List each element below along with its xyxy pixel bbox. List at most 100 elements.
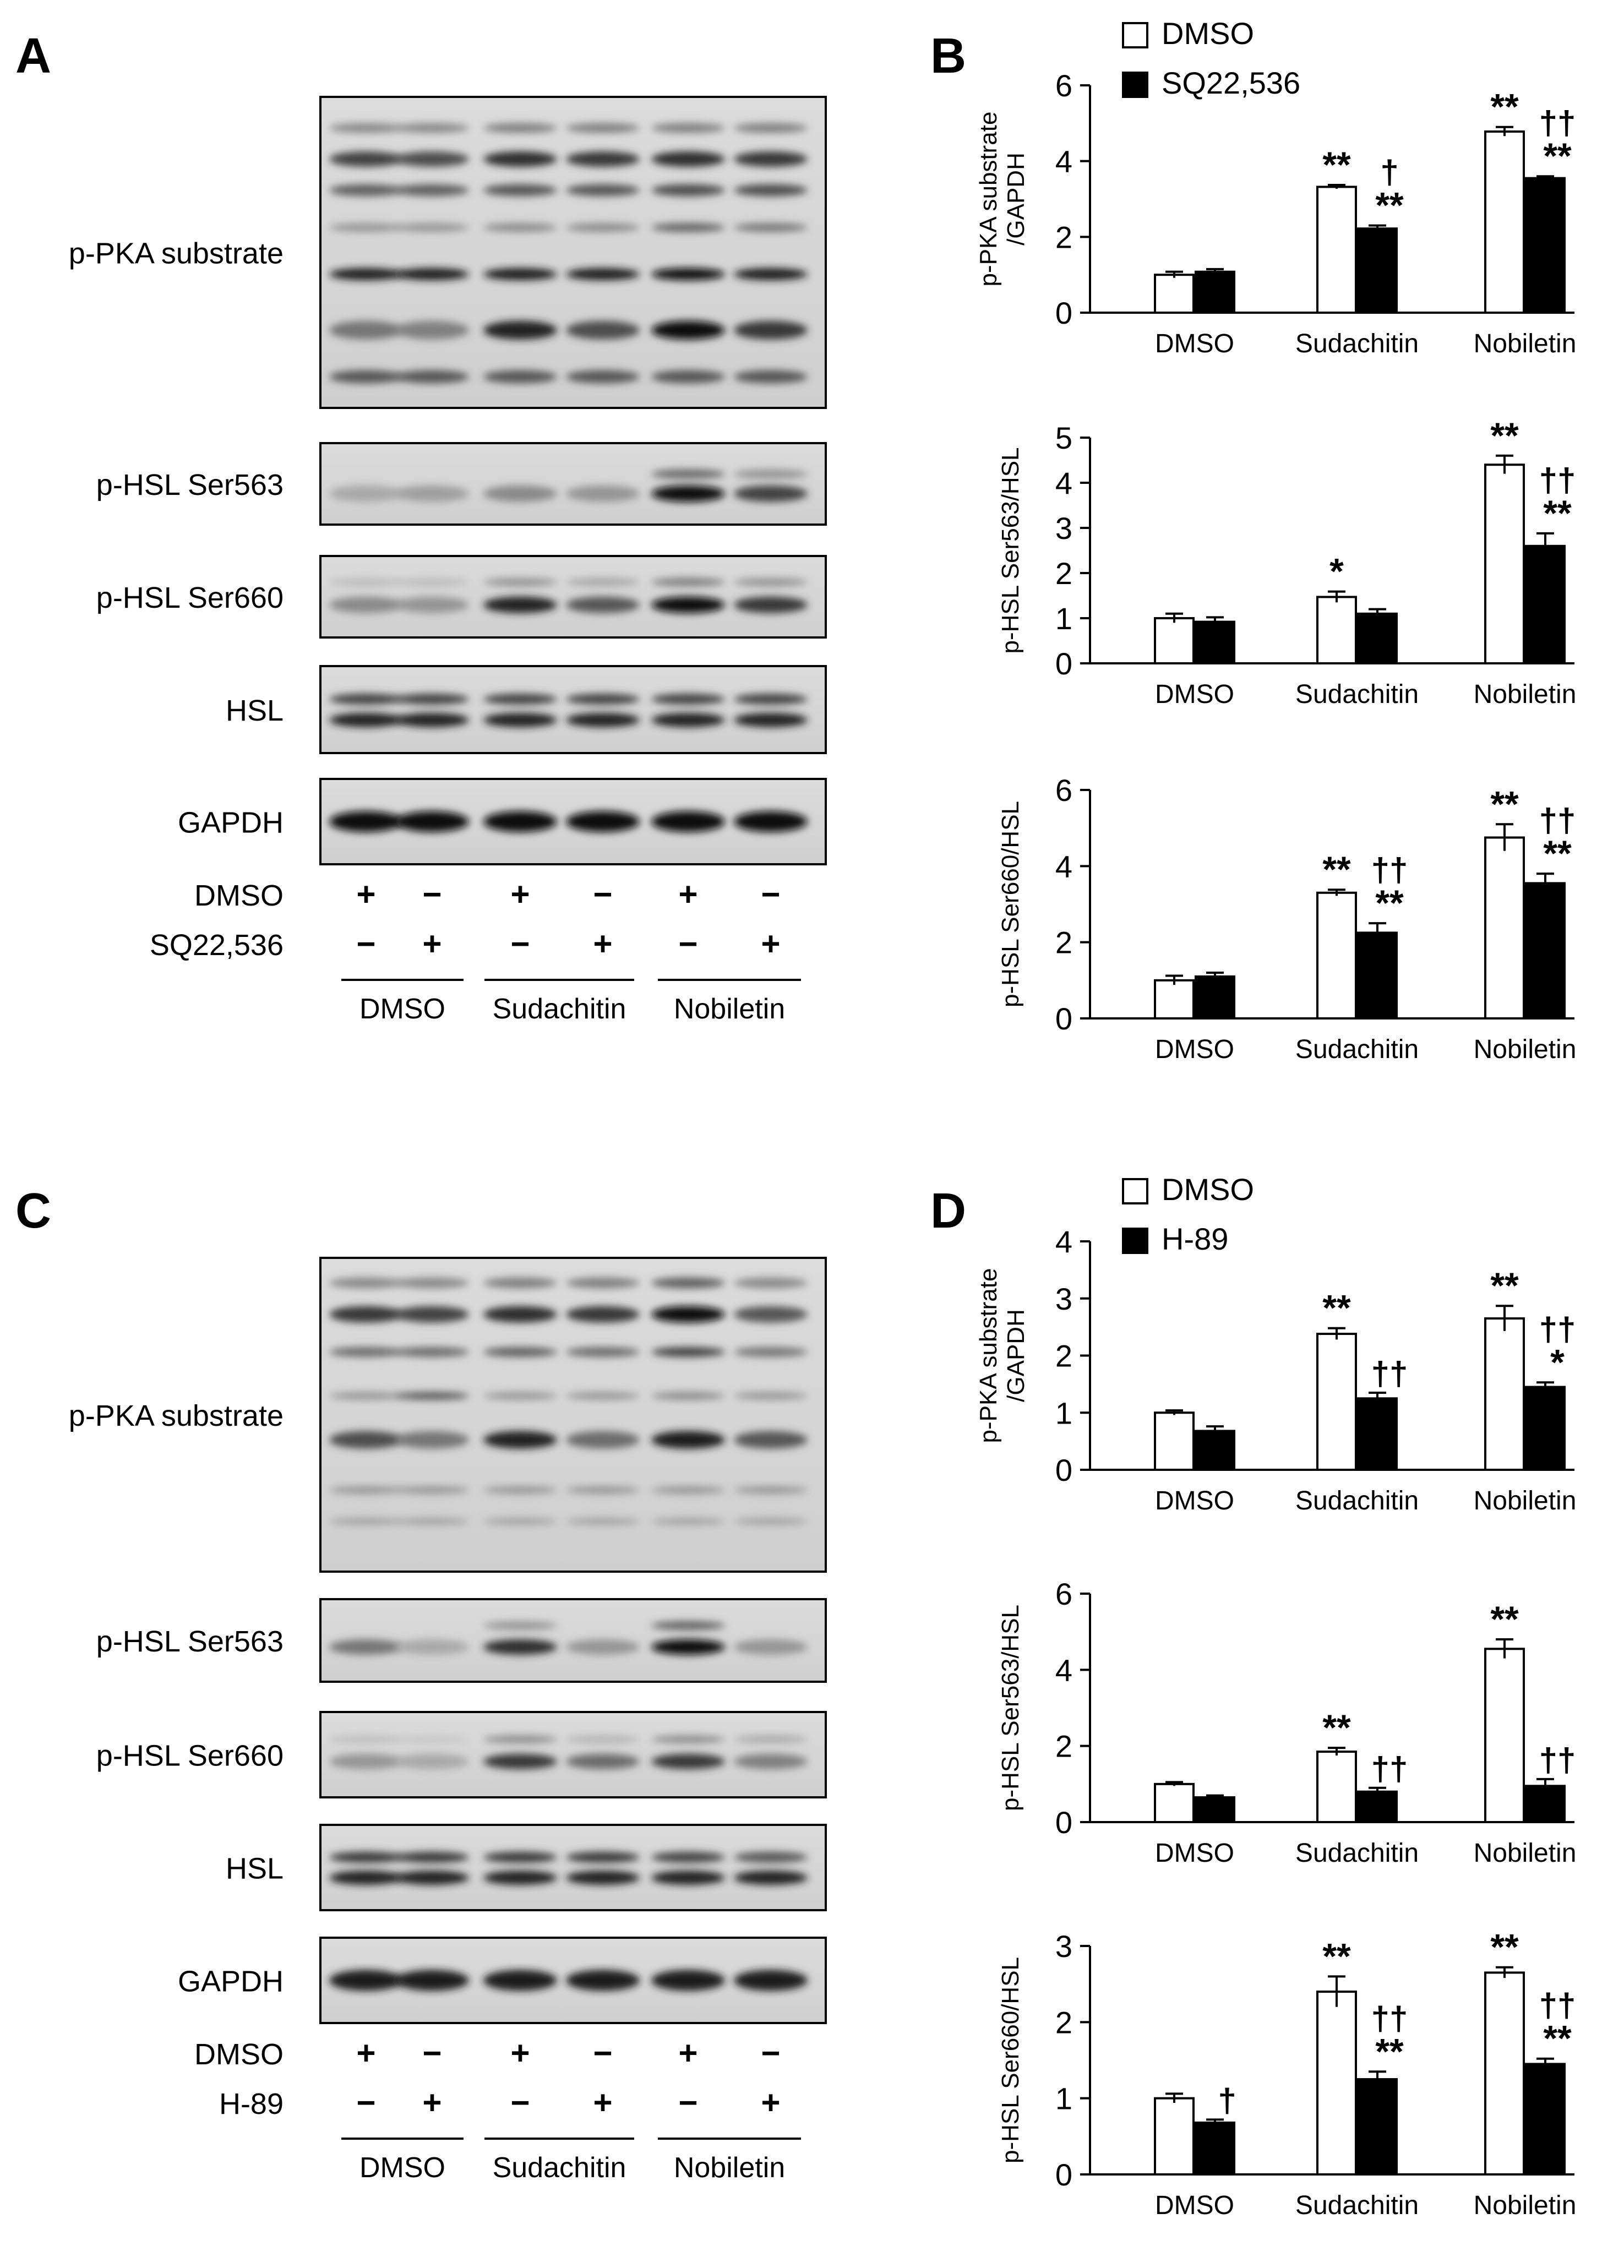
blot-4 [319, 665, 827, 754]
band [566, 577, 640, 587]
y-axis-label: p-PKA substrate/GAPDH [975, 112, 1029, 287]
group-label: Sudachitin [493, 2152, 626, 2184]
band [651, 184, 725, 197]
band [734, 1639, 808, 1655]
blot-frame [319, 1598, 827, 1683]
band [395, 596, 469, 613]
y-axis-label-line: p-HSL Ser563/HSL [997, 1605, 1024, 1811]
x-tick-label: Nobiletin [1474, 329, 1577, 358]
band [329, 596, 403, 613]
bar-dmso [1154, 979, 1195, 1020]
band [651, 1753, 725, 1769]
x-tick-label: Sudachitin [1295, 2191, 1419, 2220]
panel-letter-c: C [15, 1184, 51, 1239]
band [566, 1347, 640, 1357]
legend-swatch [1122, 72, 1148, 98]
band [483, 485, 557, 502]
blot-label: HSL [226, 1852, 284, 1885]
bar-inhibitor [1357, 1790, 1398, 1824]
blot-label: p-HSL Ser660 [96, 1740, 284, 1773]
significance-mark: ** [1490, 415, 1519, 456]
y-tick-label: 4 [1055, 849, 1072, 884]
band [483, 1392, 557, 1400]
band [734, 1392, 808, 1400]
band [395, 1871, 469, 1885]
panel-letter-a: A [15, 29, 51, 84]
treatment-sign: − [510, 2084, 530, 2121]
band [734, 1306, 808, 1323]
band [651, 1518, 725, 1525]
band [483, 1486, 557, 1494]
bar-inhibitor [1357, 2078, 1398, 2176]
x-tick-label: DMSO [1155, 2191, 1234, 2220]
band [395, 123, 469, 133]
significance-mark: * [1550, 1342, 1565, 1382]
band [395, 268, 469, 281]
band [651, 1347, 725, 1357]
bar-dmso [1154, 617, 1195, 664]
band [329, 1277, 403, 1289]
blot-frame [319, 555, 827, 639]
band [734, 1431, 808, 1449]
bar-inhibitor [1525, 1386, 1566, 1471]
significance-mark: ** [1490, 783, 1519, 824]
band [566, 1518, 640, 1525]
legend-swatch [1122, 22, 1148, 48]
y-axis-label: p-HSL Ser660/HSL [997, 801, 1024, 1007]
band [329, 694, 403, 705]
significance-mark: ** [1322, 849, 1351, 890]
blot-label: p-HSL Ser563 [96, 468, 284, 501]
bar-dmso [1316, 1991, 1357, 2176]
group-label: Nobiletin [674, 993, 785, 1025]
blot-1 [319, 96, 827, 409]
band [395, 1306, 469, 1323]
band [395, 712, 469, 727]
treatment-label: H-89 [219, 2087, 284, 2120]
band [329, 1639, 403, 1655]
significance-mark: ** [1543, 135, 1572, 176]
treatment-sign: − [678, 2084, 697, 2121]
band [566, 1851, 640, 1863]
bar-charts: 0 2 4 6 p-PKA substrate/GAPDH DMSO Sudachitin N… [975, 16, 1576, 2220]
significance-mark: * [1329, 551, 1344, 592]
band [566, 1306, 640, 1323]
x-tick-label: Nobiletin [1474, 2191, 1577, 2220]
y-tick-label: 1 [1055, 2081, 1072, 2116]
y-tick-label: 3 [1055, 1929, 1072, 1964]
bar-dmso [1316, 1751, 1357, 1824]
y-tick-label: 4 [1055, 1224, 1072, 1259]
band [651, 1871, 725, 1885]
band [329, 1392, 403, 1400]
band [566, 1392, 640, 1400]
band [483, 712, 557, 727]
x-tick-label: Sudachitin [1295, 1486, 1419, 1515]
band [651, 370, 725, 384]
band [395, 1851, 469, 1863]
y-tick-label: 4 [1055, 144, 1072, 179]
blot-label: p-PKA substrate [69, 1399, 284, 1432]
x-tick-label: Sudachitin [1295, 329, 1419, 358]
band [734, 184, 808, 197]
y-axis-label-line: p-HSL Ser563/HSL [997, 447, 1024, 653]
significance-mark: ** [1490, 1599, 1519, 1639]
band [395, 1970, 469, 1991]
band [651, 1431, 725, 1449]
band [734, 577, 808, 587]
y-tick-label: 0 [1055, 1805, 1072, 1840]
significance-mark: †† [1539, 105, 1576, 141]
y-axis-label: p-HSL Ser660/HSL [997, 1957, 1024, 2163]
group-label: Sudachitin [493, 993, 626, 1025]
significance-mark: †† [1539, 1311, 1576, 1348]
band [734, 811, 808, 832]
treatment-sign: + [761, 925, 780, 962]
band [651, 694, 725, 705]
chart-b-2: 0 1 2 3 4 5 p-HSL Ser563/HSL DMSO Sudachitin Nobi… [997, 415, 1576, 709]
band [651, 223, 725, 232]
band [651, 1970, 725, 1991]
band [329, 184, 403, 197]
band [651, 1486, 725, 1494]
band [483, 1431, 557, 1449]
band [651, 1621, 725, 1630]
chart-d-1: 0 1 2 3 4 p-PKA substrate/GAPDH DMSO Sudachitin… [975, 1172, 1576, 1515]
